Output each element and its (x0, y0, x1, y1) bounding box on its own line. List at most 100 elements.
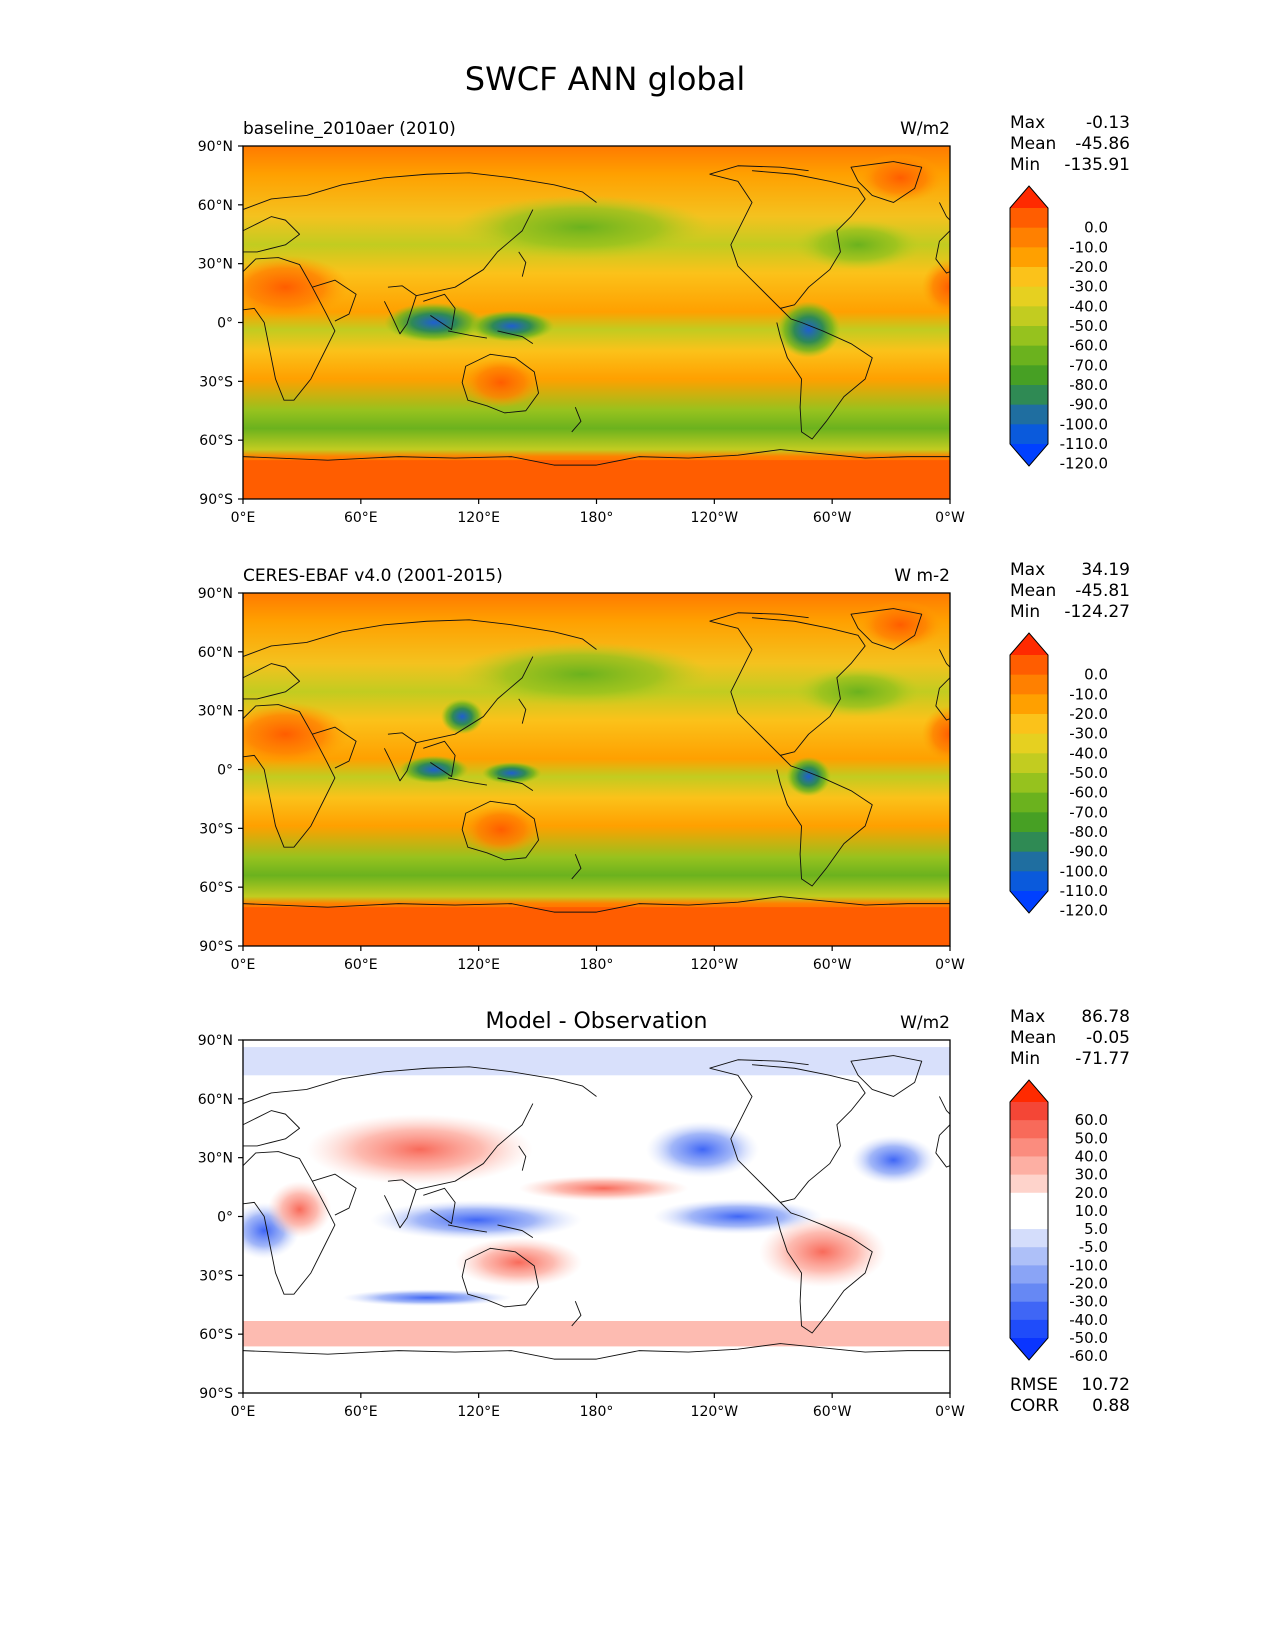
colorbar-label: -100.0 (1060, 862, 1108, 880)
stat-mean-value: -0.05 (1086, 1028, 1130, 1048)
colorbar-label: -30.0 (1069, 278, 1108, 296)
stat-min-label: Min (1010, 155, 1040, 175)
colorbar-label: -40.0 (1069, 744, 1108, 762)
colorbar-swatch (1010, 1301, 1048, 1321)
colorbar-label: -70.0 (1069, 356, 1108, 374)
colorbar-swatch (1010, 714, 1048, 735)
lat-tick-label: 30°S (199, 374, 233, 390)
colorbar-label: -120.0 (1060, 455, 1108, 473)
colorbar-swatch (1010, 871, 1048, 892)
stat-max-value: 34.19 (1081, 560, 1130, 580)
colorbar-swatch (1010, 674, 1048, 695)
stat-mean-label: Mean (1010, 134, 1056, 154)
lon-tick-label: 180° (580, 957, 614, 973)
colorbar-label: -50.0 (1069, 1329, 1108, 1347)
colorbar-label: 10.0 (1075, 1202, 1108, 1220)
stat-max-value: -0.13 (1086, 113, 1130, 133)
colorbar-label: -90.0 (1069, 396, 1108, 414)
colorbar-swatch (1010, 851, 1048, 872)
colorbar-label: -20.0 (1069, 258, 1108, 276)
lat-tick-label: 90°N (198, 586, 233, 602)
map-panel-2: CERES-EBAF v4.0 (2001-2015) W m-2 90°N 60°N… (198, 560, 1130, 973)
lat-tick-label: 90°S (199, 1386, 233, 1402)
colorbar-extend-max (1010, 186, 1048, 208)
corr-value: 0.88 (1092, 1396, 1130, 1416)
colorbar: 60.050.040.030.020.010.05.0-5.0-10.0-20.… (1009, 1079, 1108, 1365)
colorbar-swatch (1010, 424, 1048, 445)
colorbar-label: -60.0 (1069, 1347, 1108, 1365)
colorbar-label: -100.0 (1060, 415, 1108, 433)
colorbar-label: -80.0 (1069, 376, 1108, 394)
colorbar-swatch (1010, 247, 1048, 268)
colorbar-label: -20.0 (1069, 1275, 1108, 1293)
lat-tick-label: 60°S (199, 880, 233, 896)
colorbar-swatch (1010, 832, 1048, 853)
colorbar-label: 40.0 (1075, 1147, 1108, 1165)
colorbar-swatch (1010, 306, 1048, 327)
colorbar-label: -60.0 (1069, 784, 1108, 802)
colorbar-label: -80.0 (1069, 823, 1108, 841)
lat-tick-label: 60°N (198, 198, 233, 214)
panel-title: Model - Observation (486, 1009, 708, 1034)
stat-min-value: -71.77 (1075, 1049, 1130, 1069)
stat-mean-label: Mean (1010, 581, 1056, 601)
colorbar-swatch (1010, 1265, 1048, 1285)
colorbar-extend-min (1010, 1338, 1048, 1360)
colorbar-swatch (1010, 1192, 1048, 1212)
colorbar-swatch (1010, 1138, 1048, 1157)
stat-mean-value: -45.81 (1075, 581, 1130, 601)
colorbar-swatch (1010, 1229, 1048, 1248)
lat-tick-label: 30°N (198, 704, 233, 720)
colorbar-swatch (1010, 208, 1048, 229)
rmse-value: 10.72 (1081, 1375, 1130, 1395)
colorbar-label: -5.0 (1079, 1238, 1108, 1256)
colorbar: 0.0-10.0 -20.0 -30.0-40.0 -50.0 -60.0-70.0 -8… (1009, 185, 1108, 473)
stat-min-label: Min (1010, 602, 1040, 622)
lon-tick-label: 180° (580, 510, 614, 526)
colorbar-swatch (1010, 773, 1048, 794)
lat-tick-label: 90°N (198, 1033, 233, 1049)
colorbar-label: 0.0 (1084, 219, 1108, 237)
lon-tick-label: 60°W (813, 1404, 852, 1420)
colorbar-swatch (1010, 694, 1048, 715)
stat-max-value: 86.78 (1081, 1007, 1130, 1027)
colorbar-extend-min (1010, 444, 1048, 466)
lon-tick-label: 180° (580, 1404, 614, 1420)
map-field (243, 593, 950, 946)
colorbar-label: 60.0 (1075, 1111, 1108, 1129)
colorbar-swatch (1010, 812, 1048, 833)
colorbar-label: -50.0 (1069, 764, 1108, 782)
colorbar-label: -40.0 (1069, 297, 1108, 315)
map-field (243, 146, 950, 499)
lat-tick-label: 0° (217, 316, 233, 332)
colorbar-swatch (1010, 1120, 1048, 1139)
colorbar-extend-max (1010, 633, 1048, 655)
lon-tick-label: 120°E (457, 1404, 500, 1420)
colorbar: 0.0-10.0 -20.0 -30.0-40.0 -50.0 -60.0-70.0 -8… (1009, 632, 1108, 920)
stat-max-label: Max (1010, 113, 1045, 133)
colorbar-swatch (1010, 733, 1048, 754)
colorbar-label: -10.0 (1069, 685, 1108, 703)
colorbar-label: -30.0 (1069, 725, 1108, 743)
lat-tick-label: 30°S (199, 821, 233, 837)
lat-tick-label: 90°S (199, 939, 233, 955)
lon-tick-label: 120°E (457, 957, 500, 973)
lon-tick-label: 60°E (344, 1404, 378, 1420)
colorbar-label: 30.0 (1075, 1166, 1108, 1184)
lat-tick-label: 60°S (199, 433, 233, 449)
lon-tick-label: 60°W (813, 510, 852, 526)
lon-tick-label: 60°E (344, 957, 378, 973)
lat-tick-label: 30°N (198, 257, 233, 273)
panel-units: W/m2 (900, 119, 950, 139)
panel-units: W/m2 (900, 1013, 950, 1033)
colorbar-label: -20.0 (1069, 705, 1108, 723)
colorbar-swatch (1010, 326, 1048, 347)
lon-tick-label: 120°W (691, 1404, 739, 1420)
colorbar-swatch (1010, 385, 1048, 406)
colorbar-swatch (1010, 1319, 1048, 1339)
colorbar-swatch (1010, 404, 1048, 425)
lat-tick-label: 30°S (199, 1268, 233, 1284)
lon-tick-label: 120°W (691, 510, 739, 526)
lon-tick-label: 0°W (935, 1404, 965, 1420)
